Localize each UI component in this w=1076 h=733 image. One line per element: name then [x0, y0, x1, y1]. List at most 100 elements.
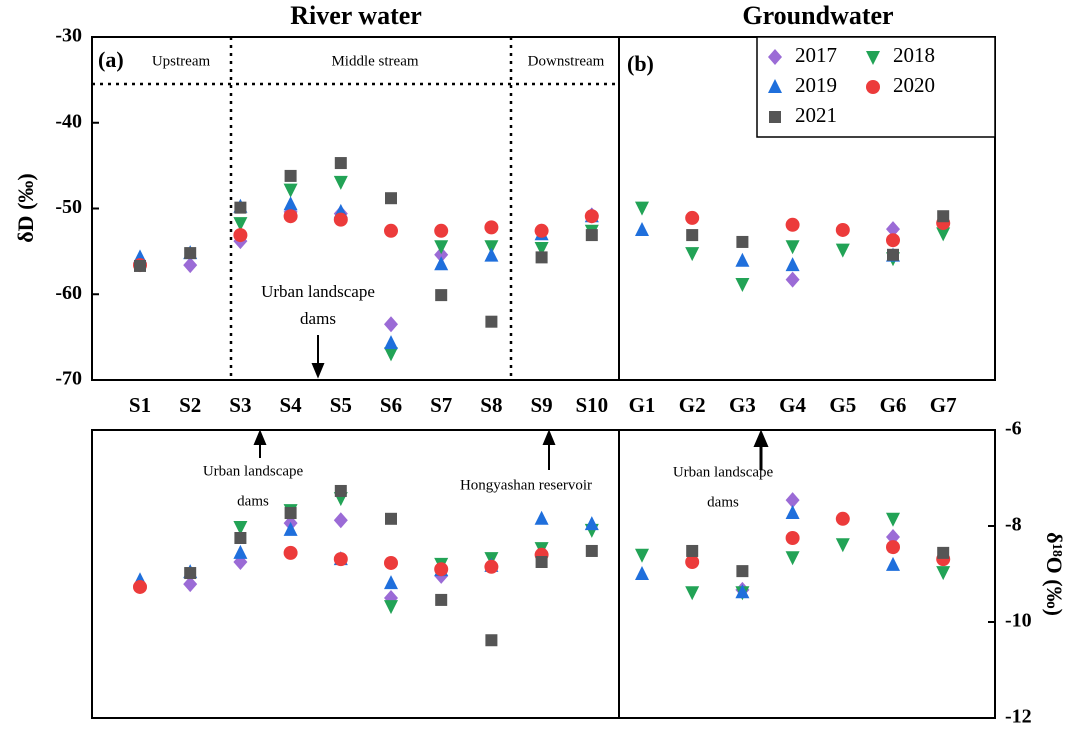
marker [535, 556, 548, 568]
y-tick-label: -70 [55, 368, 82, 390]
marker [635, 201, 649, 216]
legend-label: 2021 [795, 103, 837, 127]
marker [233, 520, 248, 535]
marker [785, 217, 800, 232]
y-tick-label: -10 [1005, 610, 1032, 632]
arrows [253, 335, 769, 470]
marker [535, 251, 548, 264]
marker [887, 248, 899, 261]
marker [434, 562, 449, 577]
marker [835, 538, 850, 553]
marker [937, 546, 950, 559]
marker [584, 516, 599, 531]
marker [937, 210, 950, 223]
marker [635, 221, 649, 236]
annotation: dams [300, 309, 336, 328]
marker [134, 259, 146, 272]
marker [183, 576, 198, 593]
marker [435, 593, 448, 606]
marker [886, 529, 900, 546]
marker [284, 169, 297, 182]
annotation: Urban landscape [203, 463, 304, 479]
marker [484, 247, 499, 262]
y2-axis-label: δ¹⁸O (‰) [1042, 532, 1067, 616]
marker [183, 257, 198, 274]
marker [384, 335, 398, 350]
marker [635, 548, 649, 563]
marker [485, 315, 498, 328]
x-tick-label: G3 [729, 393, 756, 417]
marker [768, 79, 782, 93]
marker [635, 566, 649, 580]
x-tick-label: S10 [575, 393, 608, 417]
marker [685, 555, 700, 569]
marker [785, 257, 800, 272]
x-tick-label: S9 [531, 393, 553, 417]
marker [283, 545, 298, 560]
marker [785, 505, 800, 520]
title: River water [290, 1, 422, 30]
legend-label: 2017 [795, 43, 837, 67]
x-tick-label: G2 [679, 393, 706, 417]
marker [333, 175, 348, 190]
marker [133, 579, 147, 594]
marker [184, 247, 197, 260]
marker [434, 223, 449, 238]
marker [233, 544, 248, 559]
marker [886, 556, 900, 571]
x-tick-label: S1 [129, 393, 151, 417]
x-tick-label: S8 [480, 393, 502, 417]
marker [184, 567, 197, 580]
x-tick-label: S4 [280, 393, 303, 417]
y-tick-label: -30 [55, 25, 82, 47]
marker [685, 210, 700, 225]
marker [234, 201, 247, 214]
marker [283, 521, 298, 536]
bottom-frame [91, 429, 996, 719]
y-tick-label: -8 [1005, 514, 1022, 536]
marker [283, 196, 298, 211]
marker [686, 544, 699, 557]
annotation: dams [707, 494, 739, 510]
marker [385, 192, 397, 205]
marker [835, 511, 850, 526]
marker [534, 241, 549, 256]
marker [435, 289, 448, 302]
marker [886, 540, 900, 555]
marker [484, 559, 499, 574]
marker [768, 49, 782, 65]
annotation: dams [237, 493, 269, 509]
marker [835, 222, 850, 237]
marker [585, 229, 598, 242]
legend-label: 2020 [893, 73, 935, 97]
marker [484, 240, 499, 255]
y-axis-label: δD (‰) [13, 173, 38, 242]
marker [886, 221, 900, 238]
marker [434, 256, 449, 271]
y-tick-label: -50 [55, 196, 82, 218]
marker [485, 634, 498, 647]
marker [385, 512, 397, 525]
marker [735, 277, 750, 292]
marker [534, 223, 549, 238]
marker [233, 217, 248, 232]
marker [233, 228, 248, 243]
marker [384, 347, 398, 362]
x-tick-label: G4 [779, 393, 806, 417]
marker [333, 552, 348, 567]
x-tick-label: S5 [330, 393, 352, 417]
marker [585, 544, 598, 557]
marker [284, 507, 297, 520]
marker [785, 531, 800, 545]
panel-label: (a) [98, 47, 124, 72]
marker [384, 555, 398, 570]
marker [866, 51, 880, 65]
marker [735, 252, 750, 267]
marker [584, 209, 599, 224]
marker [769, 111, 781, 123]
y-tick-label: -6 [1005, 418, 1022, 440]
marker [785, 271, 800, 288]
marker [283, 209, 298, 224]
marker [384, 223, 398, 238]
